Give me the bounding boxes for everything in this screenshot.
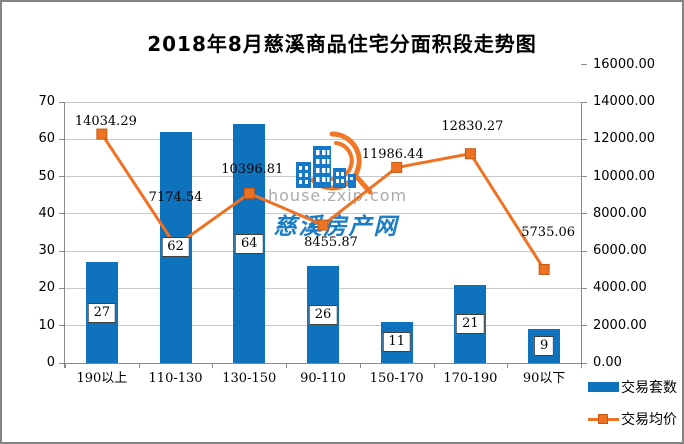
x-axis-tick xyxy=(212,363,214,368)
left-axis-tick xyxy=(59,101,65,103)
gridline xyxy=(65,213,581,215)
y-axis-tick-label-right: 0.00 xyxy=(593,355,622,370)
x-axis-label: 110-130 xyxy=(148,371,203,386)
y-axis-tick-label-left: 60 xyxy=(38,131,55,147)
y-axis-tick-label-left: 0 xyxy=(46,355,55,370)
x-axis-tick xyxy=(286,363,288,368)
bar-value-label: 27 xyxy=(87,302,117,323)
price-value-label: 10396.81 xyxy=(221,162,284,178)
line-series-swatch-icon xyxy=(588,413,619,424)
x-axis-label: 90-110 xyxy=(300,371,346,386)
x-axis-label: 130-150 xyxy=(222,371,277,386)
right-axis-tick xyxy=(581,250,587,252)
y-axis-tick-label-left: 10 xyxy=(38,317,55,333)
x-axis-label: 170-190 xyxy=(443,371,498,386)
bar-value-label: 21 xyxy=(456,313,485,334)
price-value-label: 14034.29 xyxy=(74,114,137,130)
line-marker xyxy=(391,161,403,173)
y-axis-tick-label-left: 50 xyxy=(38,168,55,184)
watermark-url: house.zxip.com xyxy=(268,186,408,205)
y-axis-tick-label-right: 6000.00 xyxy=(593,243,647,259)
x-axis-label: 190以上 xyxy=(76,371,128,386)
left-axis-tick xyxy=(59,287,65,289)
left-axis-tick xyxy=(59,213,65,215)
legend-item-bar-series: 交易套数 xyxy=(588,376,677,398)
chart-title: 2018年8月慈溪商品住宅分面积段走势图 xyxy=(147,32,537,56)
price-value-label: 7174.54 xyxy=(148,189,203,205)
x-axis-tick xyxy=(138,363,140,368)
right-axis-tick xyxy=(581,287,587,289)
bar-series-swatch-icon xyxy=(588,382,619,392)
y-axis-tick-label-right: 12000.00 xyxy=(593,131,656,147)
right-axis-tick xyxy=(581,176,587,178)
right-axis-tick xyxy=(581,213,587,215)
left-axis-tick xyxy=(59,176,65,178)
y-axis-tick-label-right: 14000.00 xyxy=(593,94,656,109)
line-marker xyxy=(317,219,329,231)
bar-value-label: 64 xyxy=(235,233,264,254)
x-axis-label: 150-170 xyxy=(369,371,424,386)
legend-label-line-series: 交易均价 xyxy=(621,412,677,428)
price-value-label: 5735.06 xyxy=(521,225,576,241)
right-axis-tick xyxy=(581,64,587,66)
legend-item-line-series: 交易均价 xyxy=(588,408,677,430)
gridline xyxy=(65,138,581,140)
y-axis-tick-label-left: 20 xyxy=(38,280,55,296)
right-axis-tick xyxy=(581,325,587,327)
x-axis-label: 90以下 xyxy=(522,371,566,386)
left-axis-tick xyxy=(59,138,65,140)
left-axis-tick xyxy=(59,325,65,327)
y-axis-tick-label-right: 4000.00 xyxy=(593,280,647,296)
bar-value-label: 62 xyxy=(161,237,190,258)
legend: 交易套数 交易均价 xyxy=(588,376,677,440)
y-axis-tick-label-right: 8000.00 xyxy=(593,205,647,221)
y-axis-tick-label-left: 30 xyxy=(38,243,55,259)
price-value-label: 8455.87 xyxy=(304,235,358,251)
gridline xyxy=(65,250,581,252)
watermark: house.zxip.com 慈溪房产网 xyxy=(268,130,408,241)
y-axis-tick-label-right: 10000.00 xyxy=(593,168,656,184)
right-axis-tick xyxy=(581,362,587,364)
price-value-label: 11986.44 xyxy=(361,147,424,163)
y-axis-tick-label-left: 40 xyxy=(38,205,55,221)
gridline xyxy=(65,101,581,103)
x-axis-tick xyxy=(581,363,582,368)
right-axis-tick xyxy=(581,138,587,140)
x-axis-tick xyxy=(433,363,435,368)
y-axis-tick-label-left: 70 xyxy=(38,94,55,109)
line-marker xyxy=(538,263,550,275)
y-axis-line-right xyxy=(581,102,582,363)
price-value-label: 12830.27 xyxy=(441,118,504,134)
y-axis-tick-label-right: 16000.00 xyxy=(593,56,656,72)
y-axis-line-left xyxy=(64,102,65,368)
line-marker xyxy=(243,187,255,199)
line-marker xyxy=(96,128,108,140)
left-axis-tick xyxy=(59,362,65,364)
bar-value-label: 9 xyxy=(534,336,555,357)
bar-value-label: 26 xyxy=(308,304,338,325)
y-axis-tick-label-right: 2000.00 xyxy=(593,317,647,333)
x-axis-tick xyxy=(359,363,361,368)
left-axis-tick xyxy=(59,250,65,252)
x-axis-tick xyxy=(65,363,66,368)
right-axis-tick xyxy=(581,101,587,103)
line-marker-icon xyxy=(598,413,608,424)
legend-label-bar-series: 交易套数 xyxy=(621,380,677,396)
line-marker xyxy=(464,148,476,160)
x-axis-line xyxy=(64,363,581,364)
x-axis-tick xyxy=(507,363,509,368)
bar-value-label: 11 xyxy=(382,332,411,353)
site-logo-icon xyxy=(296,131,373,195)
